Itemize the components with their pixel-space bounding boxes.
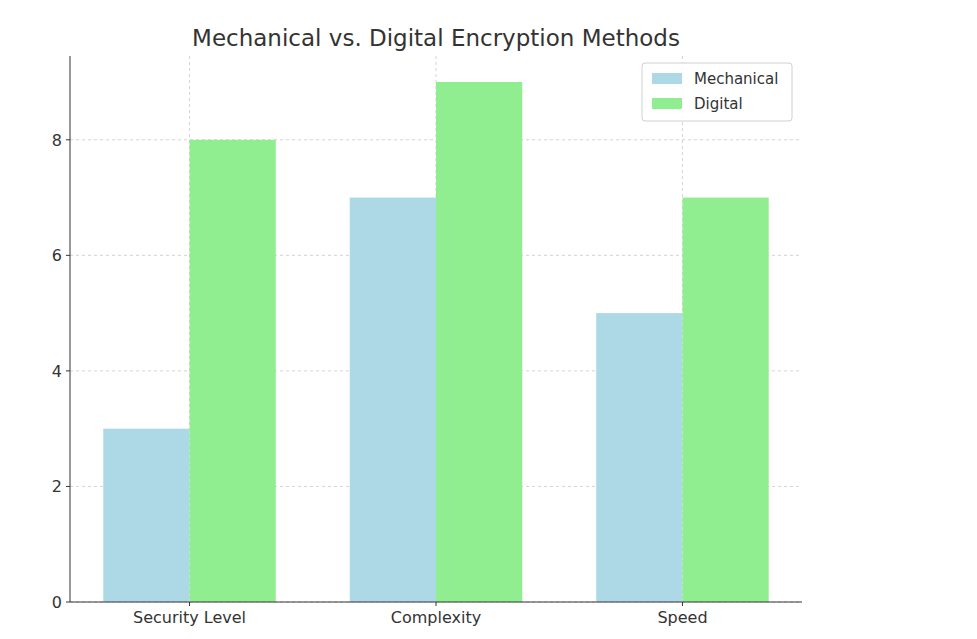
x-tick-label: Security Level xyxy=(133,608,246,627)
x-tick-label: Complexity xyxy=(391,608,481,627)
bar xyxy=(350,198,436,602)
legend-swatch xyxy=(652,73,682,84)
y-tick xyxy=(66,139,70,140)
bar xyxy=(596,313,682,602)
legend-label: Digital xyxy=(694,95,743,113)
legend-box xyxy=(642,63,792,121)
legend-label: Mechanical xyxy=(694,70,778,88)
y-tick-label: 2 xyxy=(52,477,62,496)
y-tick-label: 0 xyxy=(52,593,62,612)
bar xyxy=(682,198,768,602)
y-tick-label: 4 xyxy=(52,362,62,381)
chart: 0 2 4 6 8 Security Level Complexity Speed Mechan… xyxy=(0,0,977,639)
legend: Mechanical Digital xyxy=(642,63,792,121)
x-tick-label: Speed xyxy=(657,608,707,627)
y-tick xyxy=(66,486,70,487)
bars xyxy=(103,82,768,602)
bar xyxy=(190,140,276,602)
y-axis xyxy=(70,56,71,602)
legend-swatch xyxy=(652,98,682,109)
bar xyxy=(436,82,522,602)
y-tick-label: 6 xyxy=(52,246,62,265)
grid xyxy=(70,56,802,602)
y-tick-label: 8 xyxy=(52,131,62,150)
y-tick xyxy=(66,370,70,371)
x-tick xyxy=(682,602,683,606)
x-tick xyxy=(436,602,437,606)
x-tick xyxy=(189,602,190,606)
y-tick xyxy=(66,602,70,603)
bar xyxy=(103,429,189,602)
title: Mechanical vs. Digital Encryption Method… xyxy=(192,25,680,51)
y-tick xyxy=(66,255,70,256)
